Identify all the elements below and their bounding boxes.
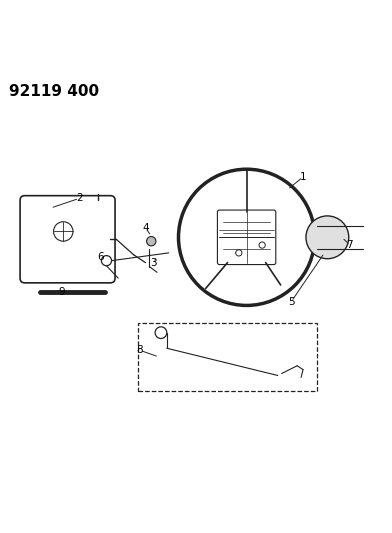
Text: 9: 9 (58, 287, 65, 297)
Text: 6: 6 (97, 252, 104, 262)
Text: 8: 8 (136, 345, 143, 355)
Text: 2: 2 (76, 193, 83, 204)
Text: 5: 5 (288, 296, 295, 306)
Text: 7: 7 (347, 240, 353, 250)
Bar (138, 323, 317, 391)
Text: 92119 400: 92119 400 (9, 84, 99, 99)
Text: 1: 1 (300, 172, 307, 182)
Circle shape (147, 237, 156, 246)
Text: 4: 4 (142, 223, 149, 232)
Text: 3: 3 (150, 257, 156, 268)
Circle shape (306, 216, 349, 259)
